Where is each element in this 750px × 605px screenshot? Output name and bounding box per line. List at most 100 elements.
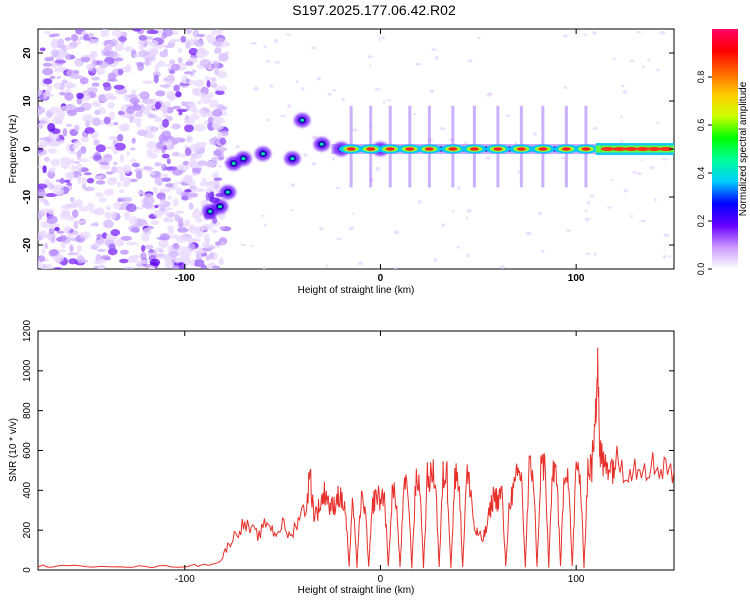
spectrogram-noise-cell — [38, 147, 44, 153]
spectrogram-noise-cell — [126, 106, 136, 115]
spectrogram-noise-cell — [195, 217, 203, 223]
spectrogram-noise-cell — [86, 87, 98, 94]
spectrogram-noise-cell — [54, 226, 60, 232]
spectrogram-noise-cell — [218, 226, 226, 230]
spectrogram-noise-cell — [156, 236, 168, 241]
spectrogram-noise-cell — [62, 128, 68, 137]
spectrogram-noise-cell — [183, 118, 195, 125]
spectrogram-speckle — [649, 166, 655, 170]
spectrogram-noise-cell — [68, 258, 78, 265]
spectrogram-noise-cell — [46, 215, 58, 225]
spectrogram-noise-cell — [201, 242, 211, 249]
spectrogram-noise-cell — [190, 153, 203, 160]
spectrogram-noise-cell — [47, 122, 56, 132]
spectrogram-noise-cell — [124, 46, 134, 52]
figure-title: S197.2025.177.06.42.R02 — [292, 2, 456, 18]
spectrogram-noise-cell — [197, 101, 202, 105]
spectrogram-noise-cell — [91, 82, 100, 87]
spectrogram-noise-cell — [185, 135, 193, 143]
spectrogram-speckle — [632, 170, 637, 174]
spectrogram-speckle — [662, 158, 669, 161]
spectrogram-speckle — [441, 223, 445, 227]
spectrogram-speckle — [367, 55, 373, 59]
spectrogram-noise-cell — [191, 210, 203, 219]
spectrogram-speckle — [647, 58, 650, 62]
spectrogram-noise-cell — [83, 172, 92, 176]
spectrogram-noise-cell — [41, 248, 46, 255]
spectrogram-speckle — [352, 212, 355, 215]
spectrogram-noise-cell — [185, 29, 193, 35]
spectrogram-noise-cell — [94, 192, 104, 197]
spectrogram-noise-cell — [94, 175, 103, 180]
spectrogram-noise-cell — [113, 84, 125, 90]
spectrogram-noise-cell — [154, 162, 163, 167]
spectrogram-noise-cell — [123, 197, 133, 202]
spectrogram-speckle — [378, 37, 381, 42]
spectrogram-noise-cell — [159, 106, 168, 112]
spectrogram-noise-cell — [44, 202, 51, 206]
spectrogram-noise-cell — [138, 93, 148, 98]
spectrogram-noise-cell — [39, 47, 46, 52]
spectrogram-noise-cell — [137, 259, 150, 265]
spectrogram-noise-cell — [67, 216, 75, 222]
spectrogram-noise-cell — [48, 33, 56, 38]
spectrogram-noise-cell — [212, 40, 224, 47]
spectrogram-noise-cell — [210, 156, 218, 164]
spectrogram-noise-cell — [161, 177, 172, 182]
spectrogram-noise-cell — [69, 196, 75, 203]
spectrogram-speckle — [335, 186, 341, 190]
spectrogram-peak-core — [366, 147, 376, 151]
spectrogram-noise-cell — [180, 35, 187, 43]
spectrogram-noise-cell — [144, 57, 150, 67]
spectrogram-noise-cell — [188, 202, 194, 210]
spectrogram-y-tick-label: -20 — [22, 237, 33, 252]
spectrogram-noise-cell — [39, 117, 50, 126]
spectrogram-noise-cell — [100, 29, 110, 38]
spectrogram-noise-cell — [163, 166, 175, 171]
spectrogram-noise-cell — [59, 234, 67, 242]
colorbar-tick-label: 0.2 — [696, 215, 706, 228]
spectrogram-noise-cell — [104, 211, 110, 219]
spectrogram-noise-cell — [208, 99, 219, 108]
spectrogram-noise-cell — [66, 182, 72, 186]
spectrogram-noise-cell — [196, 33, 206, 38]
snr-x-tick-label: 0 — [378, 574, 384, 585]
spectrogram-noise-cell — [57, 109, 65, 118]
spectrogram-noise-cell — [132, 29, 142, 32]
spectrogram-noise-cell — [57, 44, 66, 49]
spectrogram-noise-cell — [166, 225, 174, 230]
spectrogram-noise-cell — [93, 38, 99, 45]
spectrogram-noise-cell — [56, 75, 62, 80]
spectrogram-noise-cell — [110, 211, 117, 220]
spectrogram-noise-cell — [71, 209, 79, 218]
spectrogram-speckle — [525, 231, 532, 236]
spectrogram-noise-cell — [105, 146, 117, 150]
spectrogram-speckle — [386, 99, 391, 102]
spectrogram-noise-cell — [194, 39, 205, 47]
spectrogram-noise-cell — [39, 137, 51, 141]
snr-x-label: Height of straight line (km) — [298, 585, 415, 596]
spectrogram-noise-cell — [200, 109, 206, 118]
spectrogram-noise-cell — [85, 119, 91, 128]
spectrogram-speckle — [563, 34, 568, 38]
spectrogram-noise-cell — [163, 101, 172, 108]
spectrogram-speckle — [485, 156, 491, 160]
spectrogram-speckle — [659, 30, 666, 35]
spectrogram-noise-cell — [212, 171, 220, 179]
spectrogram-noise-cell — [95, 180, 106, 185]
spectrogram-noise-cell — [166, 158, 171, 165]
spectrogram-noise-cell — [87, 202, 95, 211]
spectrogram-y-tick-label: 20 — [22, 47, 33, 59]
spectrogram-speckle — [587, 200, 591, 205]
spectrogram-noise-cell — [42, 91, 48, 99]
spectrogram-noise-cell — [149, 258, 161, 267]
spectrogram-noise-cell — [131, 117, 142, 124]
spectrogram-noise-cell — [38, 124, 44, 129]
spectrogram-speckle — [585, 252, 590, 256]
spectrogram-noise-cell — [165, 139, 174, 149]
spectrogram-noise-cell — [40, 196, 47, 202]
spectrogram-noise-cell — [64, 92, 74, 101]
spectrogram-noise-cell — [177, 227, 189, 233]
spectrogram-speckle — [505, 114, 511, 117]
